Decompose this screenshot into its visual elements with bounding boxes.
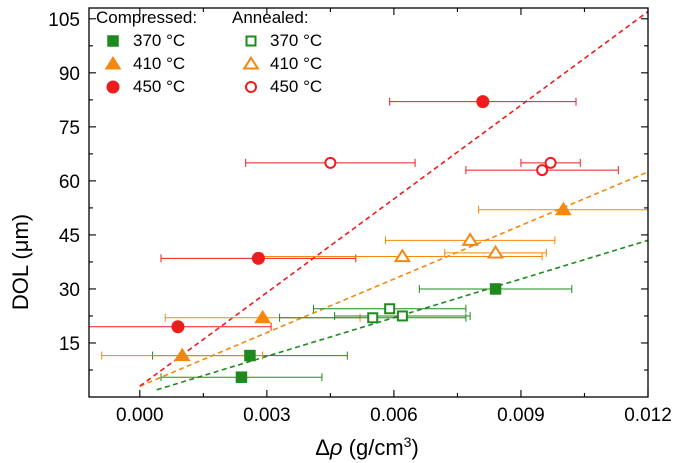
legend: Compressed: Annealed: 370 °C 410 °C 450 °C… [96, 8, 322, 96]
x-title-delta: Δ [315, 435, 330, 460]
legend-marker [245, 81, 257, 93]
y-tick-label: 30 [59, 280, 80, 301]
data-point-2-2 [476, 95, 490, 109]
legend-label: 370 °C [270, 31, 322, 50]
plot-frame [88, 7, 649, 398]
tick-labels: 0.000 0.003 0.006 0.009 0.012 15 30 45 60 75 90 105 [48, 10, 671, 426]
legend-title-annealed: Annealed: [232, 8, 309, 27]
legend-item-3: 370 °C [245, 31, 322, 50]
y-tick-label: 45 [59, 226, 80, 247]
legend-marker [107, 35, 119, 47]
y-tick-label: 15 [59, 334, 80, 355]
x-title-close: ) [411, 435, 418, 460]
legend-marker [104, 56, 122, 70]
data-point-0-2 [489, 283, 502, 295]
data-point-1-0 [173, 347, 191, 362]
fit-lines [139, 10, 649, 391]
data-point-4-0 [393, 248, 411, 263]
legend-label: 450 °C [133, 77, 185, 96]
x-title-rho: ρ [329, 435, 343, 460]
x-tick-label: 0.000 [116, 405, 164, 426]
legend-marker [106, 80, 120, 94]
y-tick-label: 60 [59, 172, 80, 193]
legend-item-0: 370 °C [107, 31, 185, 50]
data-point-0-0 [235, 371, 248, 383]
y-tick-label: 90 [59, 64, 80, 85]
fit-line-1 [139, 171, 649, 387]
data-point-4-2 [486, 244, 505, 259]
data-point-5-0 [324, 156, 337, 169]
data-point-5-1 [536, 164, 549, 177]
legend-marker [242, 55, 260, 70]
data-point-3-1 [384, 303, 396, 315]
data-point-3-0 [367, 312, 379, 324]
x-axis-title: Δρ (g/cm3) [315, 434, 419, 460]
legend-item-1: 410 °C [104, 54, 185, 73]
x-tick-label: 0.012 [624, 405, 672, 426]
data-point-5-2 [544, 156, 557, 169]
x-tick-label: 0.006 [370, 405, 418, 426]
legend-marker [245, 35, 257, 47]
legend-label: 450 °C [270, 77, 322, 96]
data-point-2-1 [251, 251, 265, 265]
legend-items: 370 °C 410 °C 450 °C 370 °C 410 °C 450 °C [104, 31, 322, 96]
data-markers [171, 95, 572, 383]
x-tick-label: 0.009 [497, 405, 545, 426]
data-point-1-1 [254, 309, 272, 324]
legend-label: 410 °C [133, 54, 185, 73]
legend-label: 410 °C [270, 54, 322, 73]
legend-label: 370 °C [133, 31, 185, 50]
y-tick-label: 105 [48, 10, 80, 31]
x-title-unit: (g/cm [343, 435, 404, 460]
y-tick-label: 75 [59, 118, 80, 139]
legend-item-2: 450 °C [106, 77, 185, 96]
data-point-1-2 [554, 201, 572, 216]
y-axis-title: DOL (μm) [8, 214, 33, 310]
fit-line-2 [139, 10, 649, 387]
legend-item-4: 410 °C [242, 54, 322, 73]
data-point-0-1 [244, 349, 256, 362]
legend-title-compressed: Compressed: [96, 8, 197, 27]
x-tick-label: 0.003 [243, 405, 291, 426]
data-point-2-0 [171, 320, 185, 334]
data-point-4-1 [461, 232, 479, 246]
x-title-sup: 3 [404, 434, 412, 450]
axis-ticks [89, 8, 649, 397]
legend-item-5: 450 °C [245, 77, 322, 96]
error-bars [89, 97, 649, 382]
data-point-3-2 [396, 310, 408, 322]
